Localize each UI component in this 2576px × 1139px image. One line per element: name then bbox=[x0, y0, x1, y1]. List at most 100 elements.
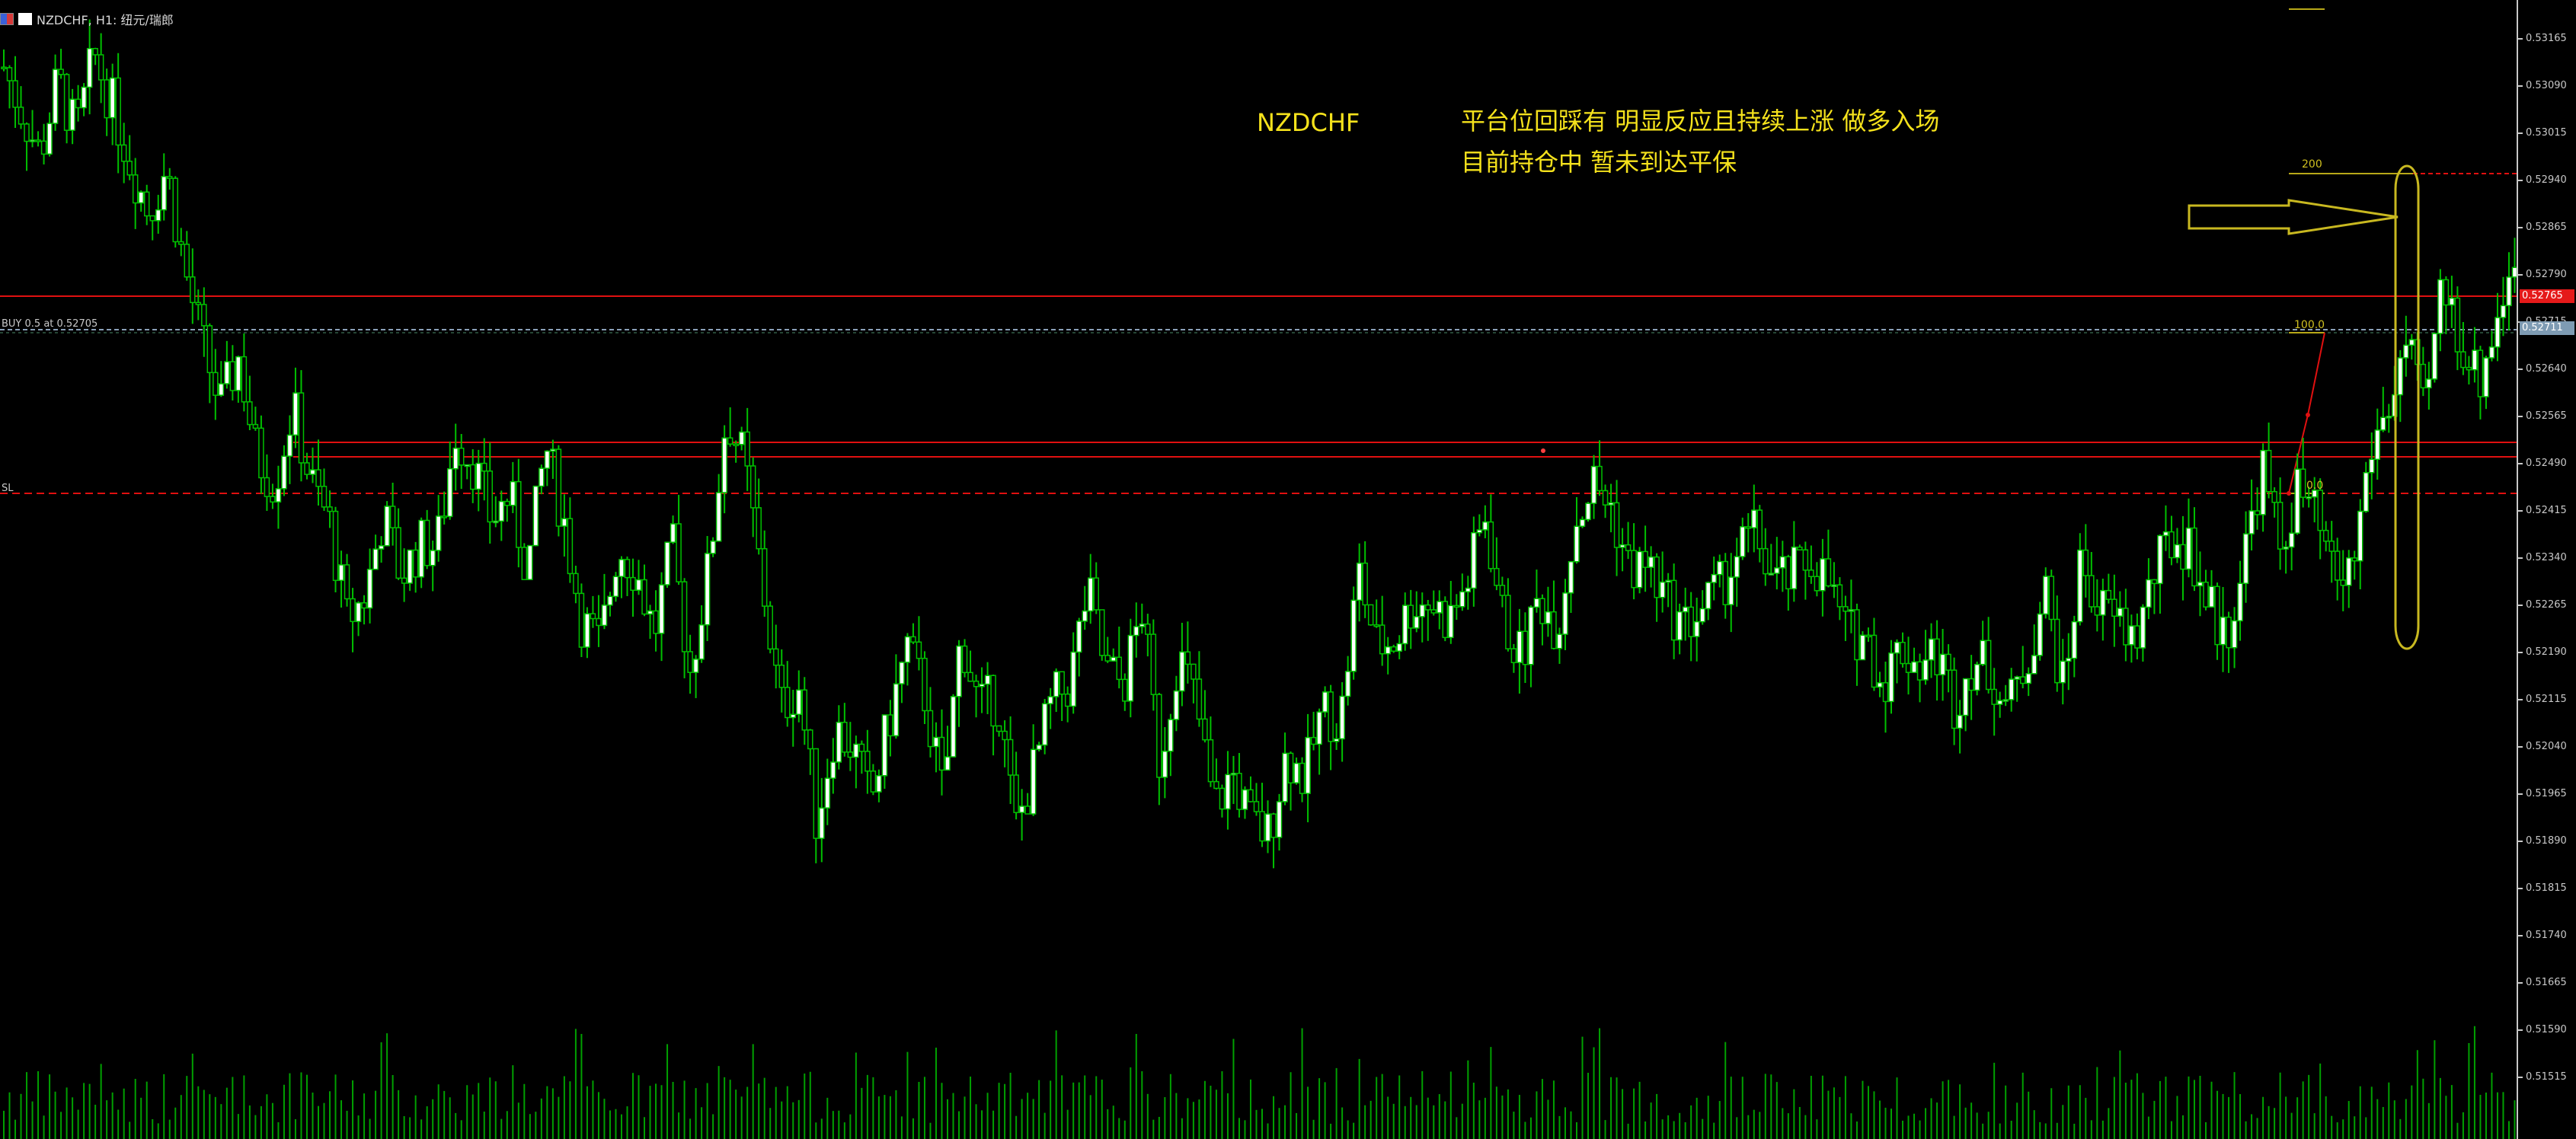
bear-candle bbox=[344, 564, 350, 600]
bull-candle bbox=[510, 480, 516, 506]
bull-candle bbox=[2506, 276, 2512, 307]
bull-candle bbox=[281, 455, 287, 490]
bull-candle bbox=[584, 613, 590, 648]
bear-candle bbox=[555, 448, 562, 527]
bear-candle bbox=[2019, 676, 2026, 684]
bull-candle bbox=[1070, 651, 1076, 707]
bull-candle bbox=[138, 191, 144, 204]
bear-candle bbox=[1093, 577, 1099, 611]
bear-candle bbox=[865, 751, 871, 772]
chart-area[interactable]: NZDCHF, H1: 纽元/瑞郎 NZDCHF 平台位回踩有 明显反应且持续上… bbox=[0, 0, 2517, 1139]
bear-candle bbox=[1367, 604, 1374, 626]
bear-candle bbox=[1013, 774, 1019, 813]
price-tick-label: 0.53165 bbox=[2526, 33, 2567, 44]
bear-candle bbox=[1654, 556, 1660, 598]
price-tick-label: 0.52115 bbox=[2526, 694, 2567, 705]
buy-order-label[interactable]: BUY 0.5 at 0.52705 bbox=[2, 318, 98, 330]
price-tick-mark bbox=[2518, 132, 2523, 134]
bull-candle bbox=[1168, 719, 1174, 752]
bull-candle bbox=[979, 683, 985, 688]
bear-candle bbox=[916, 641, 922, 659]
bull-candle bbox=[635, 579, 642, 591]
price-tick-mark bbox=[2518, 699, 2523, 700]
bear-candle bbox=[97, 54, 104, 81]
bull-candle bbox=[1356, 562, 1363, 601]
note-annotation-line1: 平台位回踩有 明显反应且持续上涨 做多入场 bbox=[1461, 107, 1940, 136]
bear-candle bbox=[258, 427, 264, 479]
bear-candle bbox=[63, 74, 70, 131]
bear-candle bbox=[247, 401, 253, 426]
bear-candle bbox=[630, 576, 636, 591]
bear-candle bbox=[2420, 363, 2427, 389]
bull-candle bbox=[1533, 598, 1540, 608]
bull-candle bbox=[2426, 378, 2432, 389]
bull-candle bbox=[824, 777, 831, 809]
bull-candle bbox=[950, 696, 957, 758]
bear-candle bbox=[653, 610, 659, 634]
bull-candle bbox=[1590, 465, 1597, 504]
bear-candle bbox=[195, 302, 202, 305]
bull-candle bbox=[1030, 748, 1037, 815]
bear-candle bbox=[1551, 611, 1557, 649]
bear-candle bbox=[967, 672, 973, 682]
price-tick-mark bbox=[2518, 38, 2523, 40]
arrow-annotation bbox=[2188, 199, 2399, 235]
bull-candle bbox=[1676, 611, 1683, 641]
bull-candle bbox=[1041, 703, 1048, 746]
bear-candle bbox=[641, 579, 647, 615]
bear-candle bbox=[441, 515, 447, 518]
symbol-annotation: NZDCHF bbox=[1257, 108, 1360, 137]
candlestick-chart[interactable] bbox=[0, 0, 2517, 1139]
bear-candle bbox=[767, 605, 773, 650]
bear-candle bbox=[1373, 624, 1379, 627]
price-axis[interactable]: 0.53165 0.53090 0.53015 0.52940 0.52865 0.527… bbox=[2517, 0, 2576, 1139]
fibonacci-tool bbox=[1541, 8, 2413, 496]
bear-candle bbox=[756, 507, 762, 550]
bull-candle bbox=[1173, 690, 1180, 720]
bear-candle bbox=[58, 69, 64, 75]
bear-candle bbox=[1688, 606, 1694, 637]
current-price-tag: 0.52765 bbox=[2520, 289, 2574, 303]
bear-candle bbox=[1488, 521, 1494, 570]
bull-candle bbox=[1476, 529, 1483, 534]
bear-candle bbox=[2254, 510, 2261, 515]
bear-candle bbox=[401, 577, 407, 584]
bear-candle bbox=[778, 664, 785, 688]
stop-loss-label[interactable]: SL bbox=[2, 483, 14, 494]
bear-candle bbox=[1379, 624, 1385, 655]
bull-candle bbox=[2140, 606, 2146, 649]
bull-candle bbox=[2146, 579, 2152, 608]
price-tick-mark bbox=[2518, 274, 2523, 276]
bull-candle bbox=[2231, 620, 2238, 649]
bull-candle bbox=[2077, 549, 2083, 623]
bear-candle bbox=[184, 244, 190, 278]
bull-candle bbox=[550, 448, 556, 452]
bull-candle bbox=[1465, 587, 1472, 592]
bull-candle bbox=[1413, 616, 1420, 629]
bull-candle bbox=[1568, 560, 1574, 594]
bear-candle bbox=[1064, 693, 1071, 707]
chart-title-bar: NZDCHF, H1: 纽元/瑞郎 bbox=[0, 11, 174, 27]
bear-candle bbox=[2054, 618, 2060, 684]
bull-candle bbox=[1162, 750, 1168, 778]
bull-candle bbox=[944, 756, 951, 771]
bull-candle bbox=[69, 98, 75, 131]
bull-candle bbox=[1928, 638, 1935, 661]
bull-candle bbox=[601, 605, 608, 627]
bear-candle bbox=[801, 689, 808, 731]
bull-candle bbox=[2511, 266, 2517, 278]
bear-candle bbox=[2191, 527, 2197, 587]
bull-candle bbox=[1242, 789, 1248, 810]
bull-candle bbox=[956, 645, 962, 697]
marker-dot bbox=[1541, 448, 1545, 453]
bear-candle bbox=[2134, 625, 2140, 649]
bull-candle bbox=[407, 549, 413, 584]
bull-candle bbox=[2100, 589, 2106, 616]
bear-candle bbox=[1785, 556, 1791, 590]
fib-anchor-point bbox=[2287, 491, 2291, 496]
bear-candle bbox=[2334, 550, 2341, 581]
bull-candle bbox=[704, 553, 711, 626]
fib-level-0-label: 0.0 bbox=[2306, 480, 2324, 492]
candles bbox=[1, 19, 2517, 869]
bull-candle bbox=[1036, 744, 1042, 751]
